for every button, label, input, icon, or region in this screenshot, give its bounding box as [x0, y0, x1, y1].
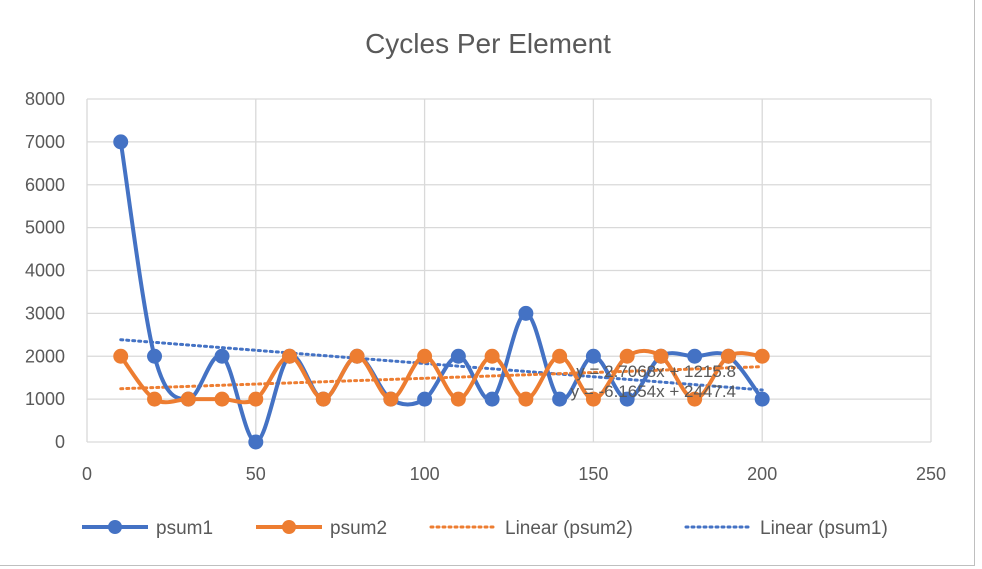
- data-point: [417, 348, 433, 364]
- y-axis-tick-labels: 0 1000 2000 3000 4000 5000 6000 7000 8000: [25, 89, 65, 452]
- data-point: [687, 391, 703, 407]
- data-point: [754, 391, 770, 407]
- legend-item: Linear (psum1): [684, 518, 888, 539]
- data-point: [552, 391, 568, 407]
- data-point: [113, 134, 129, 150]
- legend-label: Linear (psum2): [505, 518, 633, 539]
- data-point: [248, 434, 264, 450]
- data-point: [147, 348, 163, 364]
- y-tick-label: 8000: [25, 89, 65, 109]
- data-point: [214, 348, 230, 364]
- x-tick-label: 150: [578, 464, 608, 484]
- series-line: [119, 348, 763, 405]
- x-tick-label: 100: [410, 464, 440, 484]
- legend-item: Linear (psum2): [429, 518, 633, 539]
- legend-marker: [108, 520, 122, 534]
- data-point: [585, 348, 601, 364]
- data-series: [113, 134, 770, 450]
- data-point: [450, 391, 466, 407]
- data-point: [687, 348, 703, 364]
- x-tick-label: 0: [82, 464, 92, 484]
- data-point: [417, 391, 433, 407]
- data-point: [619, 391, 635, 407]
- legend-label: psum1: [156, 518, 213, 539]
- x-tick-label: 200: [747, 464, 777, 484]
- data-point: [113, 348, 129, 364]
- data-point: [147, 391, 163, 407]
- data-point: [214, 391, 230, 407]
- x-tick-label: 50: [246, 464, 266, 484]
- y-tick-label: 0: [55, 432, 65, 452]
- data-point: [450, 348, 466, 364]
- y-tick-label: 2000: [25, 346, 65, 366]
- data-point: [180, 391, 196, 407]
- y-tick-label: 6000: [25, 175, 65, 195]
- y-tick-label: 7000: [25, 132, 65, 152]
- legend-label: psum2: [330, 518, 387, 539]
- y-tick-label: 1000: [25, 389, 65, 409]
- legend-item: psum2: [256, 518, 387, 539]
- data-point: [552, 348, 568, 364]
- trendline-equations: y = -6.1654x + 2447.4y = 2.7068x + 1215.…: [571, 362, 736, 401]
- trendline: [119, 338, 764, 392]
- legend-item: psum1: [82, 518, 213, 539]
- data-point: [754, 348, 770, 364]
- y-tick-label: 4000: [25, 261, 65, 281]
- data-point: [518, 305, 534, 321]
- x-axis-tick-labels: 0 50 100 150 200 250: [82, 464, 946, 484]
- data-point: [248, 391, 264, 407]
- data-point: [484, 391, 500, 407]
- legend-marker: [282, 520, 296, 534]
- data-point: [619, 348, 635, 364]
- data-point: [484, 348, 500, 364]
- data-point: [585, 391, 601, 407]
- grid-lines: [86, 98, 932, 443]
- chart-title: Cycles Per Element: [365, 28, 611, 59]
- y-tick-label: 5000: [25, 218, 65, 238]
- series-psum2: [113, 348, 770, 407]
- legend: psum1 psum2 Linear (psum2) Linear (psum1): [82, 518, 888, 539]
- data-point: [349, 348, 365, 364]
- y-tick-label: 3000: [25, 303, 65, 323]
- legend-label: Linear (psum1): [760, 518, 888, 539]
- x-tick-label: 250: [916, 464, 946, 484]
- trendline-equation: y = -6.1654x + 2447.4: [571, 382, 736, 401]
- series-psum1: [113, 134, 770, 450]
- data-point: [518, 391, 534, 407]
- data-point: [720, 348, 736, 364]
- data-point: [282, 348, 298, 364]
- data-point: [383, 391, 399, 407]
- data-point: [315, 391, 331, 407]
- data-point: [653, 348, 669, 364]
- trendline-equation: y = 2.7068x + 1215.8: [576, 362, 736, 381]
